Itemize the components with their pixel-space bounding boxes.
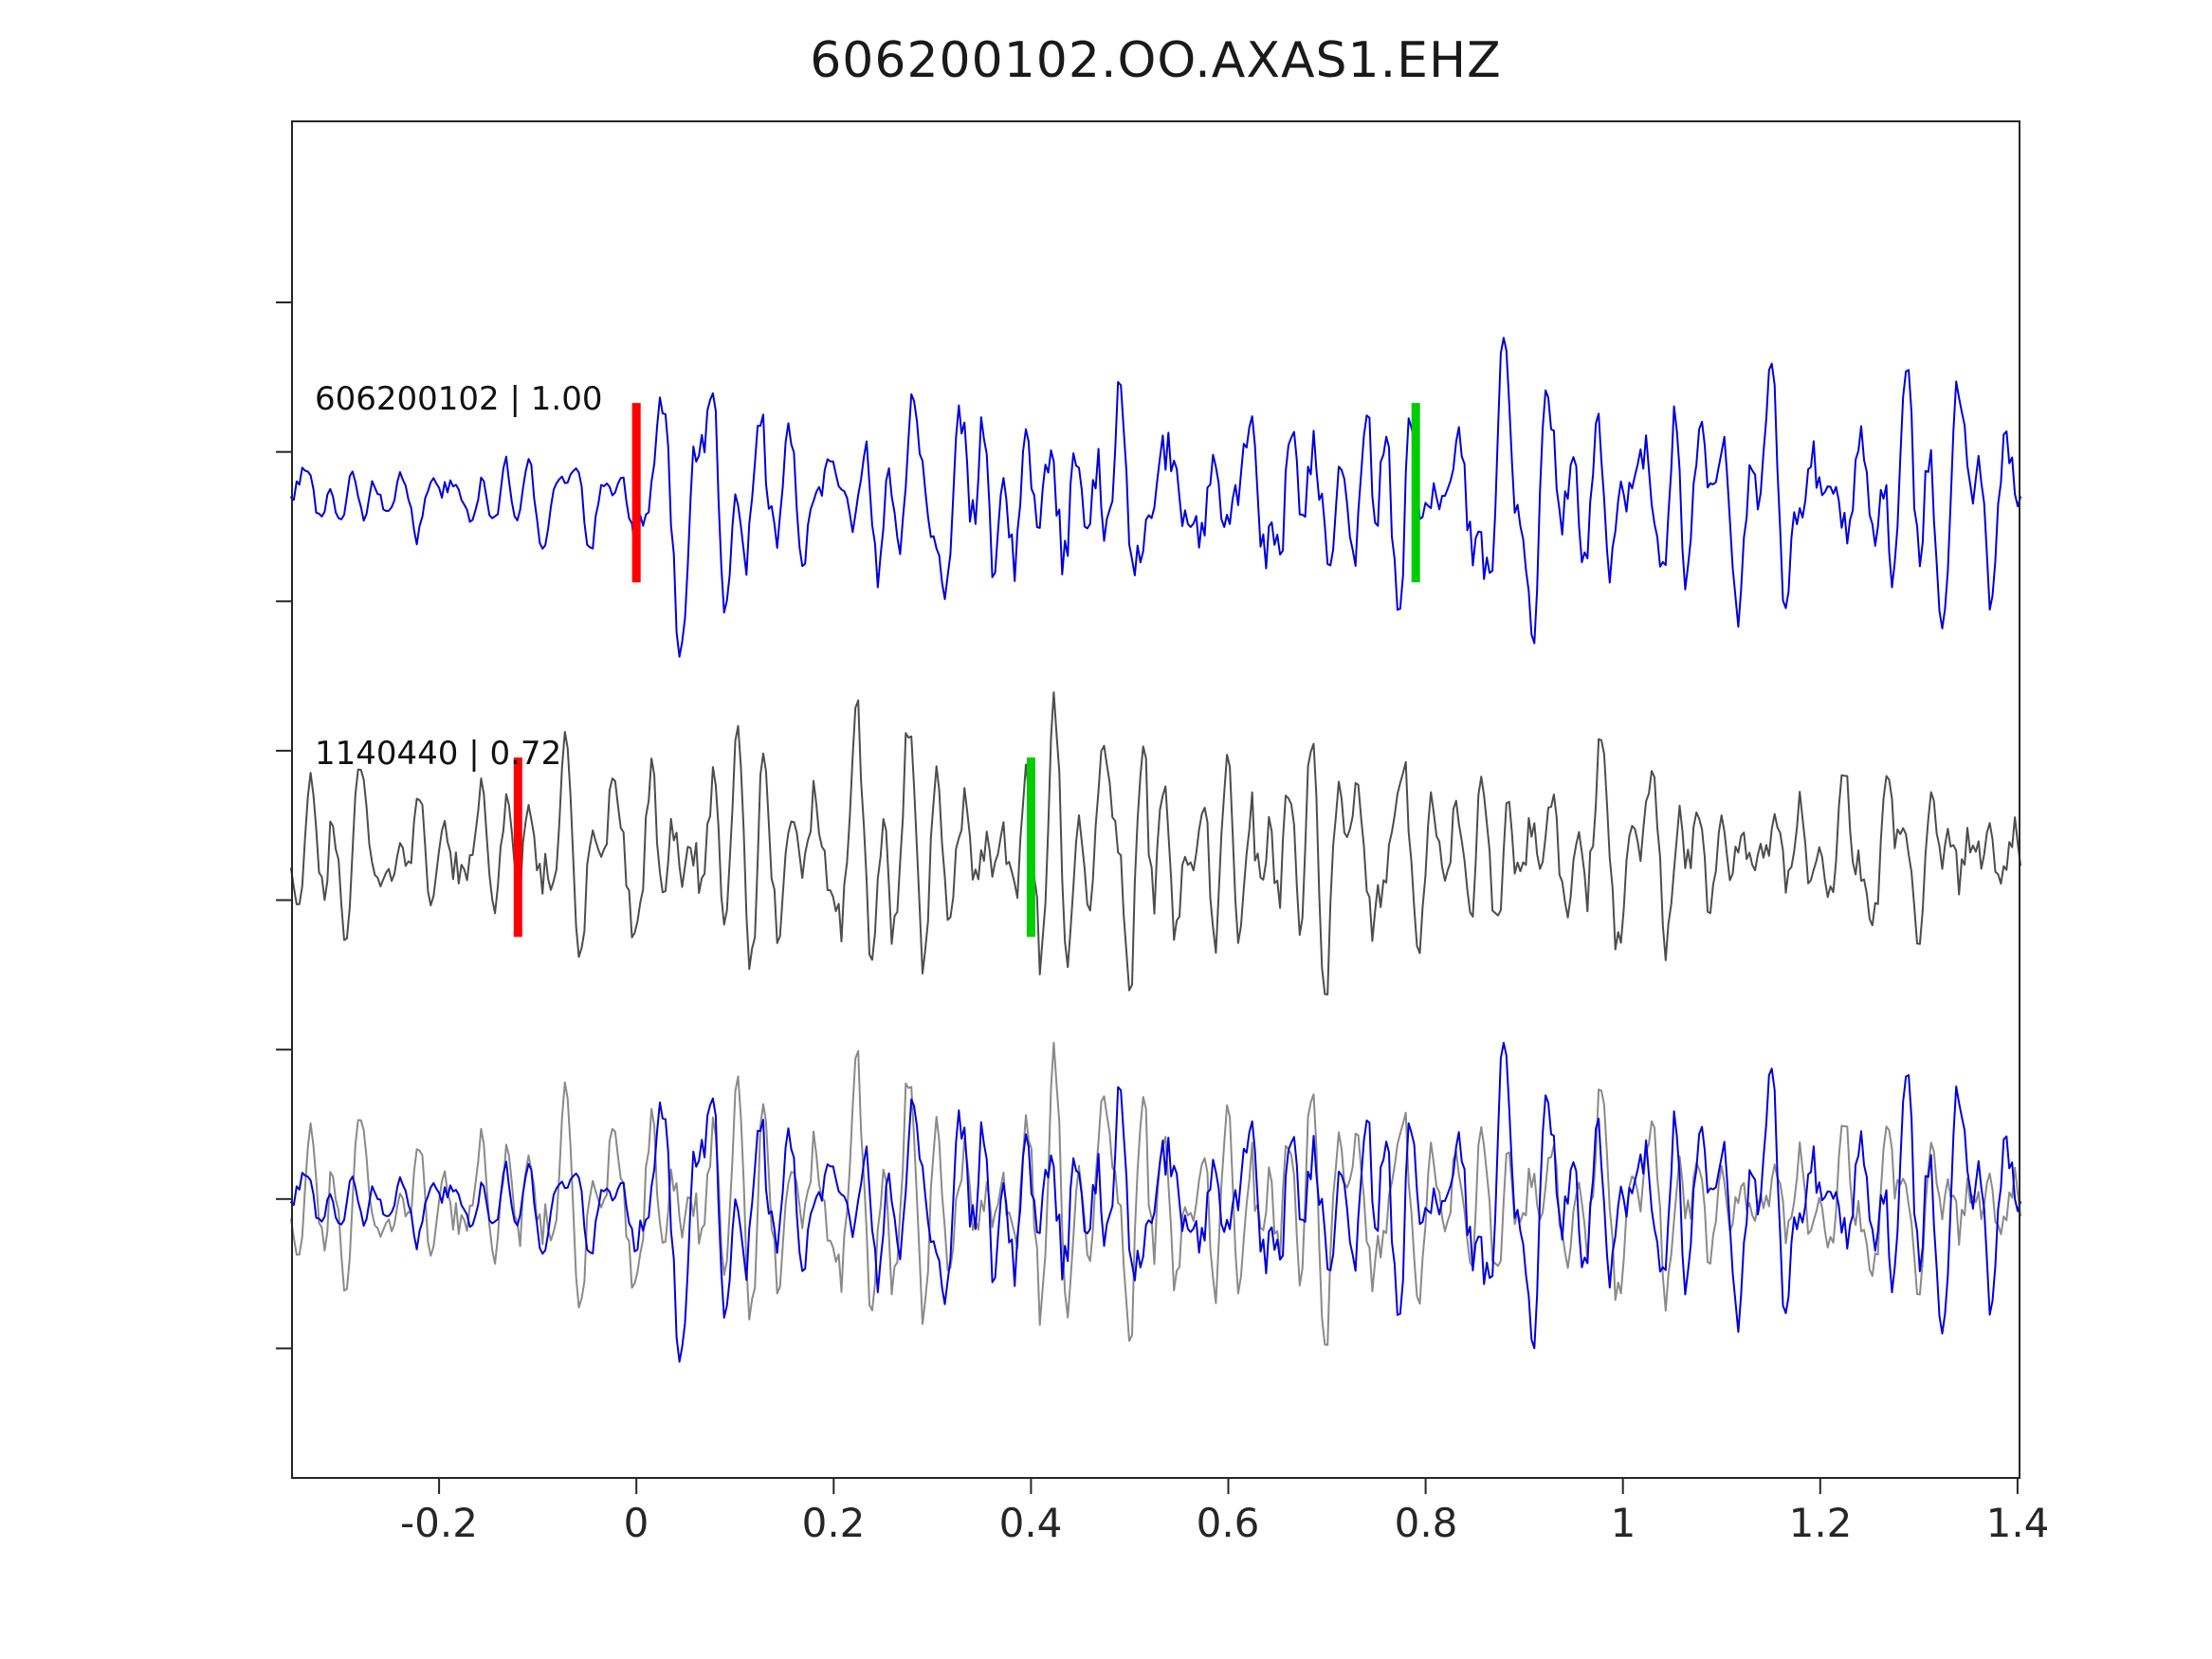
plot-area: 606200102 | 1.00 1140440 | 0.72 (276, 120, 2021, 1494)
overlay-trace-detection (290, 1042, 2021, 1363)
detection-pick-marker (1026, 757, 1035, 938)
trace-label-template: 1140440 | 0.72 (315, 735, 562, 773)
chart-title: 606200102.OO.AXAS1.EHZ (810, 32, 1502, 89)
x-tick-label: 0.8 (1394, 1500, 1458, 1546)
trace-detection (290, 337, 2021, 658)
template-pick-marker (513, 757, 522, 938)
x-tick-label: 1.2 (1788, 1500, 1853, 1546)
x-tick-label: 1.4 (1985, 1500, 2050, 1546)
trace-label-detection: 606200102 | 1.00 (315, 380, 603, 418)
x-tick-label: 0 (623, 1500, 649, 1546)
x-tick-label: 0.6 (1196, 1500, 1260, 1546)
x-tick-label: 0.2 (801, 1500, 866, 1546)
waveform-canvas (276, 120, 2021, 1494)
x-tick-label: -0.2 (400, 1500, 478, 1546)
axes-box (291, 120, 2020, 1479)
x-tick-label: 0.4 (998, 1500, 1063, 1546)
x-tick-label: 1 (1610, 1500, 1636, 1546)
trace-template (290, 691, 2021, 995)
template-pick-marker (631, 403, 641, 583)
overlay-trace-template (290, 1042, 2021, 1346)
detection-pick-marker (1411, 403, 1420, 583)
